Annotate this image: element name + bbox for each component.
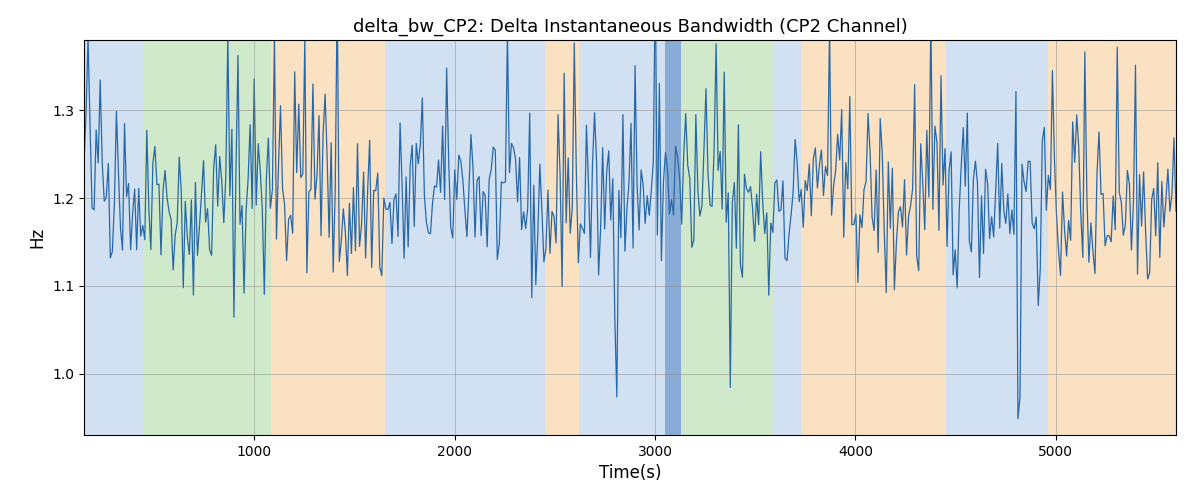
Bar bbox=[545, 40, 578, 435]
Title: delta_bw_CP2: Delta Instantaneous Bandwidth (CP2 Channel): delta_bw_CP2: Delta Instantaneous Bandwi… bbox=[353, 18, 907, 36]
Bar bbox=[578, 40, 665, 435]
Bar bbox=[271, 40, 384, 435]
Bar bbox=[773, 40, 802, 435]
X-axis label: Time(s): Time(s) bbox=[599, 464, 661, 482]
Bar bbox=[682, 40, 773, 435]
Bar bbox=[665, 40, 682, 435]
Bar bbox=[84, 40, 143, 435]
Bar bbox=[143, 40, 271, 435]
Bar bbox=[946, 40, 1048, 435]
Y-axis label: Hz: Hz bbox=[29, 227, 47, 248]
Bar bbox=[802, 40, 946, 435]
Bar bbox=[1048, 40, 1176, 435]
Bar bbox=[384, 40, 545, 435]
